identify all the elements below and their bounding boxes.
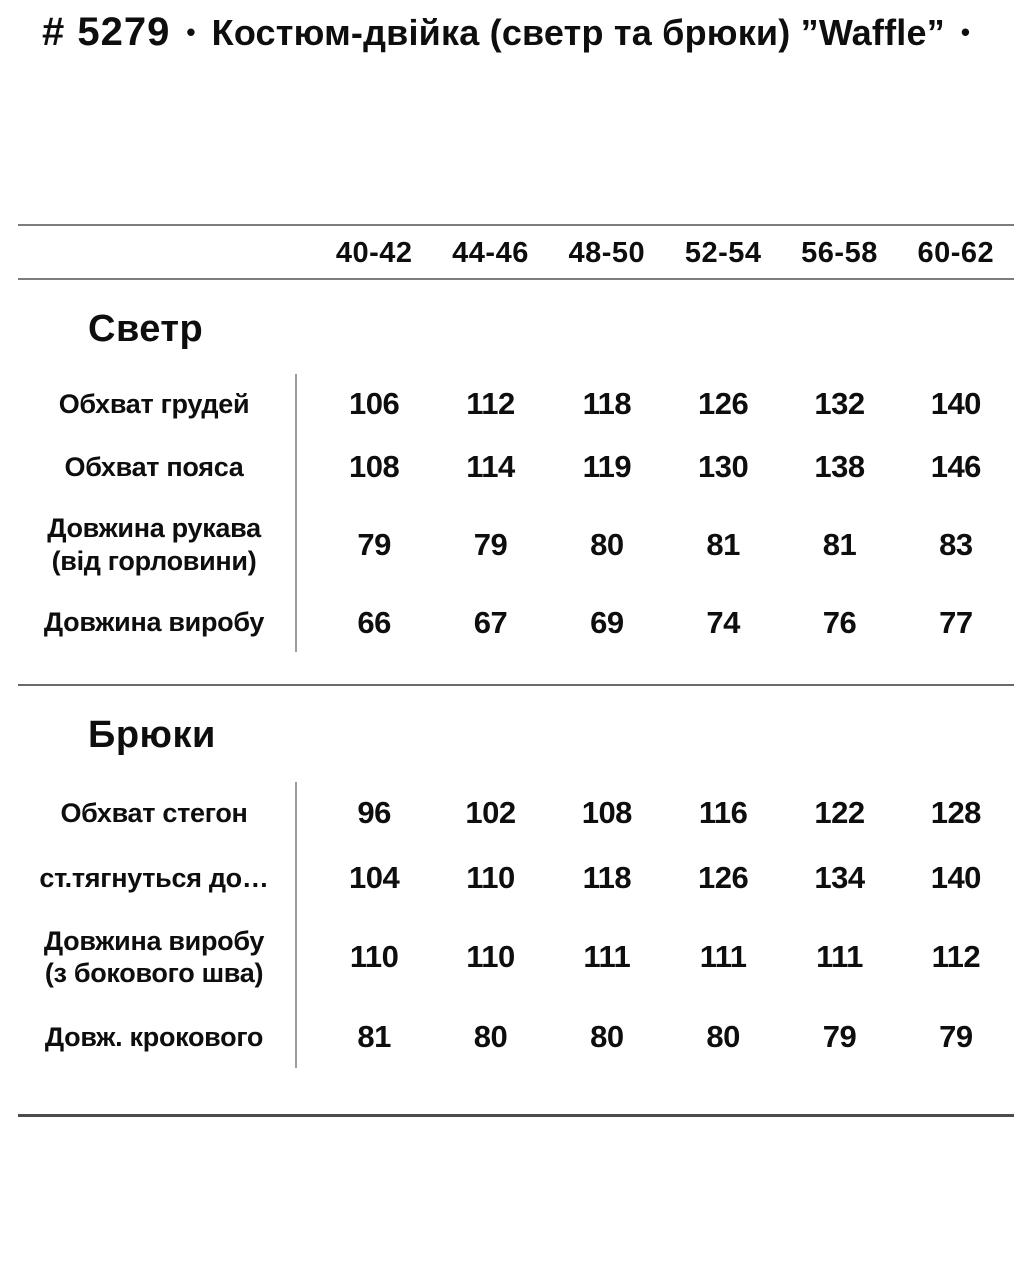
cell-value: 81 (357, 1019, 391, 1054)
cell-value: 112 (931, 939, 981, 974)
cell-value: 112 (466, 386, 515, 421)
cell-value: 80 (590, 1019, 624, 1054)
cell-value: 76 (822, 604, 857, 640)
cell-value: 126 (698, 860, 749, 895)
size-header-48-50: 48-50 (568, 236, 646, 269)
product-number: # 5279 (42, 10, 171, 54)
product-name: Костюм-двійка (светр та брюки) ”Waffle” (211, 12, 945, 53)
rule-line-top (18, 224, 1014, 226)
cell-value: 138 (814, 449, 865, 484)
cell-value: 67 (473, 604, 508, 640)
cell-value: 81 (822, 526, 857, 562)
page-title: # 5279 • Костюм-двійка (светр та брюки) ”W… (42, 10, 1002, 55)
cell-value: 130 (698, 449, 749, 484)
cell-value: 110 (349, 939, 399, 974)
cell-value: 79 (473, 526, 508, 562)
table-row-side-seam-length: Довжина виробу (з бокового шва) 110 110 1… (18, 910, 1014, 1004)
cell-value: 80 (473, 1019, 508, 1054)
sweater-measurement-table: Обхват грудей 106 112 118 126 132 140 Об… (18, 372, 1014, 654)
row-label: Обхват грудей (58, 388, 250, 419)
size-header-44-46: 44-46 (452, 236, 529, 269)
cell-value: 122 (814, 795, 865, 830)
row-label: ст.тягнуться до… (39, 862, 269, 893)
cell-value: 66 (357, 604, 391, 640)
cell-value: 110 (466, 860, 515, 895)
cell-value: 108 (349, 449, 400, 484)
rule-line-under-header (18, 278, 1014, 280)
cell-value: 108 (581, 795, 633, 830)
cell-value: 140 (930, 860, 982, 895)
cell-value: 104 (349, 860, 400, 895)
table-row-chest: Обхват грудей 106 112 118 126 132 140 (18, 372, 1014, 436)
row-label: Обхват пояса (64, 451, 244, 482)
cell-value: 128 (930, 795, 982, 830)
row-label: Довж. крокового (44, 1021, 264, 1052)
table-row-hips: Обхват стегон 96 102 108 116 122 128 (18, 780, 1014, 846)
cell-value: 146 (930, 449, 982, 484)
cell-value: 102 (465, 795, 516, 830)
rule-line-section-separator (18, 684, 1014, 686)
row-label: Довжина рукава (від горловини) (47, 513, 261, 576)
table-row-garment-length: Довжина виробу 66 67 69 74 76 77 (18, 591, 1014, 654)
rule-line-bottom (18, 1114, 1014, 1117)
table-row-sleeve-length: Довжина рукава (від горловини) 79 79 80 8… (18, 498, 1014, 591)
cell-value: 114 (466, 449, 515, 484)
size-header-52-54: 52-54 (684, 236, 762, 269)
cell-value: 110 (466, 939, 515, 974)
cell-value: 80 (706, 1019, 740, 1054)
table-row-stretch-to: ст.тягнуться до… 104 110 118 126 134 140 (18, 846, 1014, 910)
row-label: Обхват стегон (60, 797, 248, 828)
table-row-waist: Обхват пояса 108 114 119 130 138 146 (18, 436, 1014, 498)
section-title-pants: Брюки (88, 714, 216, 756)
cell-value: 118 (582, 860, 632, 895)
cell-value: 118 (582, 386, 632, 421)
cell-value: 79 (822, 1019, 857, 1054)
cell-value: 74 (706, 604, 740, 640)
cell-value: 126 (698, 386, 749, 421)
cell-value: 134 (814, 860, 865, 895)
cell-value: 111 (583, 939, 631, 974)
size-header-row: 40-42 44-46 48-50 52-54 56-58 60-62 (18, 230, 1014, 276)
row-label: Довжина виробу (з бокового шва) (43, 925, 265, 988)
size-header-56-58: 56-58 (801, 236, 878, 269)
table-row-inseam-length: Довж. крокового 81 80 80 80 79 79 (18, 1004, 1014, 1070)
cell-value: 77 (939, 604, 973, 640)
cell-value: 119 (582, 449, 632, 484)
cell-value: 111 (699, 939, 747, 974)
cell-value: 116 (698, 795, 748, 830)
cell-value: 79 (357, 526, 391, 562)
cell-value: 69 (590, 604, 624, 640)
cell-value: 106 (349, 386, 400, 421)
cell-value: 79 (939, 1019, 973, 1054)
cell-value: 140 (930, 386, 982, 421)
section-title-sweater: Светр (88, 308, 204, 350)
size-header-60-62: 60-62 (917, 236, 995, 269)
row-label: Довжина виробу (43, 607, 265, 638)
cell-value: 132 (814, 386, 865, 421)
bullet-separator: • (186, 17, 196, 47)
pants-measurement-table: Обхват стегон 96 102 108 116 122 128 ст.… (18, 780, 1014, 1070)
size-header-40-42: 40-42 (335, 236, 413, 269)
cell-value: 96 (357, 795, 391, 830)
bullet-separator: • (960, 17, 971, 47)
cell-value: 83 (939, 526, 973, 562)
cell-value: 111 (816, 939, 863, 974)
cell-value: 80 (590, 526, 624, 562)
cell-value: 81 (706, 526, 740, 562)
